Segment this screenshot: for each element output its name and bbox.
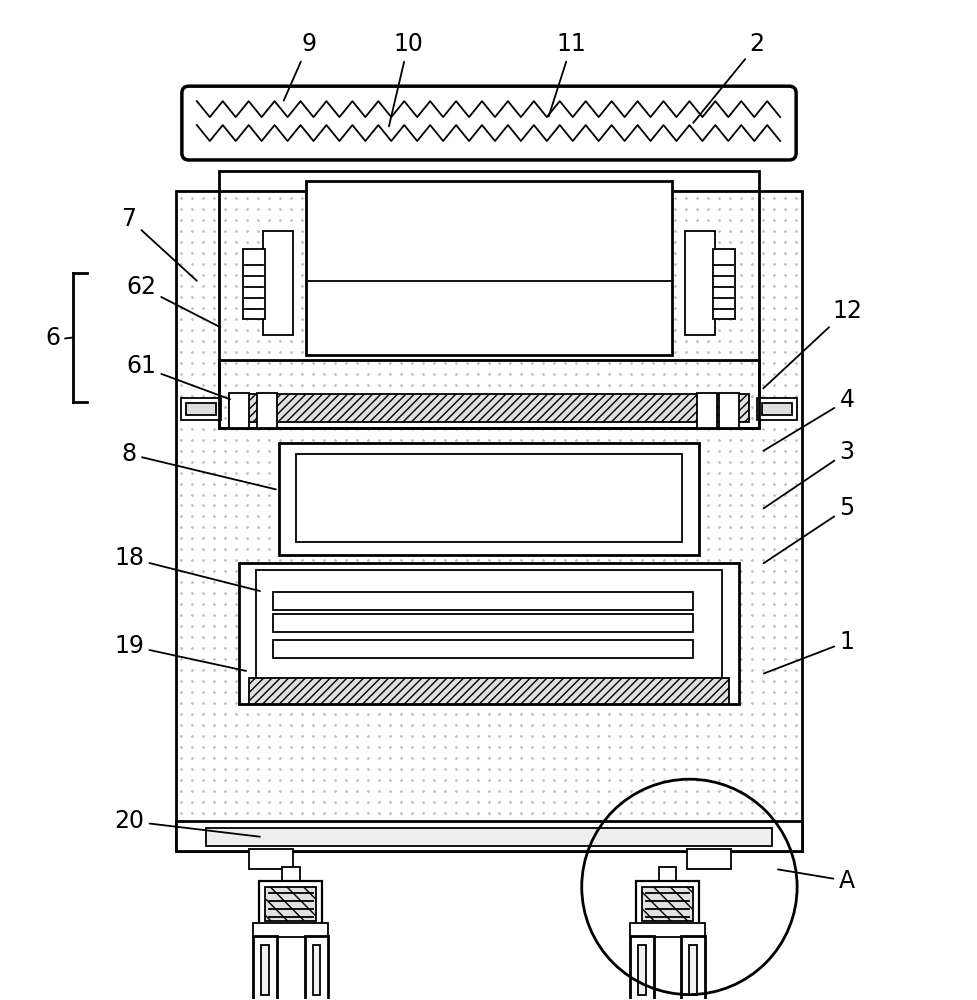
Bar — [205, 828, 772, 846]
Bar — [689, 945, 697, 995]
Bar — [273, 614, 693, 632]
Bar — [258, 881, 322, 927]
Bar — [629, 936, 653, 1000]
Bar — [697, 393, 716, 428]
Text: 18: 18 — [114, 546, 260, 591]
Bar — [761, 403, 791, 415]
Bar — [273, 640, 693, 658]
Bar — [685, 231, 714, 335]
Text: 11: 11 — [548, 32, 586, 116]
Text: 19: 19 — [114, 634, 246, 671]
Bar — [248, 849, 292, 869]
Bar — [265, 887, 317, 921]
Bar — [295, 454, 682, 542]
Bar — [252, 936, 276, 1000]
Bar — [248, 678, 729, 704]
Text: 12: 12 — [762, 299, 861, 388]
Text: A: A — [777, 869, 854, 893]
Bar — [238, 563, 739, 704]
Text: 8: 8 — [121, 442, 276, 489]
Bar — [304, 936, 328, 1000]
Bar — [641, 887, 693, 921]
Bar — [637, 945, 645, 995]
Text: 7: 7 — [121, 207, 196, 281]
Text: 20: 20 — [114, 809, 260, 837]
Bar — [256, 393, 276, 428]
Bar — [181, 398, 221, 420]
Bar — [305, 181, 672, 355]
Bar — [687, 849, 731, 869]
Text: 4: 4 — [763, 388, 854, 451]
Text: 2: 2 — [693, 32, 764, 123]
Bar — [219, 360, 758, 428]
Bar — [242, 249, 265, 319]
Bar — [281, 867, 299, 883]
Bar — [278, 443, 699, 555]
Text: 61: 61 — [126, 354, 230, 399]
Bar — [229, 393, 248, 428]
Bar — [712, 249, 735, 319]
Bar — [219, 171, 758, 428]
Text: 62: 62 — [126, 275, 220, 327]
Bar — [255, 570, 722, 691]
Text: 9: 9 — [283, 32, 316, 101]
Bar — [261, 945, 269, 995]
Bar — [681, 936, 704, 1000]
Text: 3: 3 — [763, 440, 854, 508]
Text: 6: 6 — [46, 326, 61, 350]
Text: 5: 5 — [763, 496, 854, 563]
Bar — [635, 881, 699, 927]
Bar — [719, 393, 739, 428]
Text: 1: 1 — [763, 630, 854, 674]
Bar — [176, 821, 801, 851]
Bar — [658, 867, 676, 883]
Bar — [756, 398, 796, 420]
Bar — [252, 923, 328, 937]
FancyBboxPatch shape — [182, 86, 795, 160]
Text: 10: 10 — [389, 32, 423, 126]
Bar — [629, 923, 704, 937]
Bar — [186, 403, 216, 415]
Bar — [229, 394, 748, 422]
Bar — [313, 945, 320, 995]
Bar — [263, 231, 292, 335]
Bar — [273, 592, 693, 610]
Bar — [176, 191, 801, 851]
